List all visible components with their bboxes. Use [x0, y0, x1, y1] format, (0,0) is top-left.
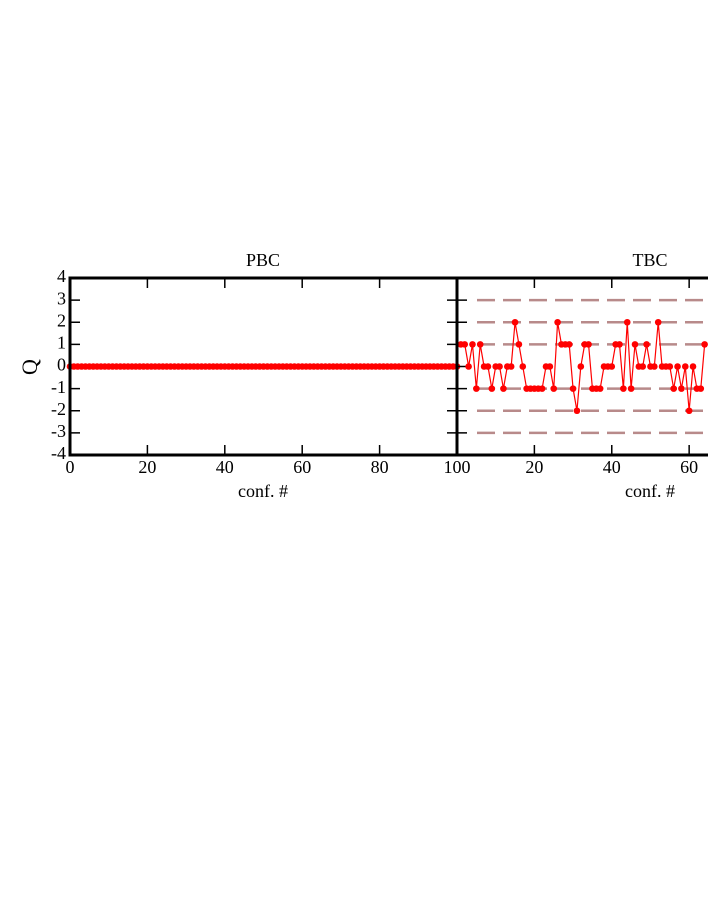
data-point — [670, 385, 677, 392]
data-point — [519, 363, 527, 370]
data-point — [515, 341, 523, 348]
y-tick-label: 1 — [57, 333, 66, 353]
data-point — [550, 385, 558, 392]
x-tick-label: 60 — [293, 457, 311, 477]
y-tick-label: -4 — [51, 443, 66, 463]
data-point — [643, 341, 650, 348]
data-point — [554, 318, 561, 326]
data-point — [639, 363, 647, 370]
x-tick-label: 40 — [603, 457, 621, 477]
data-point — [608, 363, 616, 370]
data-point — [538, 385, 546, 392]
x-tick-label: 20 — [138, 457, 156, 477]
x-tick-label: 20 — [525, 457, 543, 477]
x-tick-label: 60 — [680, 457, 698, 477]
y-axis-label: Q — [17, 359, 42, 375]
y-tick-label: -3 — [51, 421, 66, 441]
data-point — [577, 363, 585, 370]
data-point — [546, 363, 554, 370]
y-tick-label: 4 — [57, 266, 66, 286]
data-point — [511, 318, 519, 326]
data-point — [685, 407, 693, 415]
x-tick-label: 100 — [444, 457, 471, 477]
data-point — [666, 363, 674, 370]
y-tick-label: 2 — [57, 310, 66, 330]
x-axis-label: conf. # — [238, 481, 288, 501]
data-point — [651, 363, 658, 370]
panel-title: PBC — [246, 250, 280, 270]
data-point — [596, 385, 604, 392]
data-point — [654, 318, 662, 326]
data-point — [476, 341, 484, 348]
data-point — [627, 385, 635, 392]
data-point — [678, 385, 685, 392]
data-point — [573, 407, 581, 415]
y-tick-label: 0 — [57, 355, 66, 375]
panel-frame — [455, 276, 708, 457]
x-tick-label: 80 — [371, 457, 389, 477]
data-point — [473, 385, 480, 392]
data-point — [585, 341, 592, 348]
data-point — [484, 363, 492, 370]
data-point — [500, 385, 507, 392]
data-point — [507, 363, 515, 370]
data-point — [488, 385, 496, 392]
data-point — [701, 341, 708, 348]
data-point — [674, 363, 681, 370]
data-point — [631, 341, 639, 348]
data-point — [469, 341, 476, 348]
panel-title: TBC — [632, 250, 667, 270]
data-point — [623, 318, 631, 326]
data-point — [461, 341, 469, 348]
data-point — [616, 341, 623, 348]
data-point — [681, 363, 689, 370]
data-point — [565, 341, 573, 348]
y-tick-label: -2 — [51, 399, 66, 419]
data-point — [465, 363, 472, 370]
y-tick-label: -1 — [51, 377, 66, 397]
data-point — [569, 385, 577, 392]
x-tick-label: 40 — [216, 457, 234, 477]
data-point — [697, 385, 705, 392]
y-tick-label: 3 — [57, 288, 66, 308]
x-tick-label: 0 — [66, 457, 75, 477]
x-axis-label: conf. # — [625, 481, 675, 501]
data-point — [496, 363, 503, 370]
data-point — [689, 363, 697, 370]
data-point — [620, 385, 627, 392]
